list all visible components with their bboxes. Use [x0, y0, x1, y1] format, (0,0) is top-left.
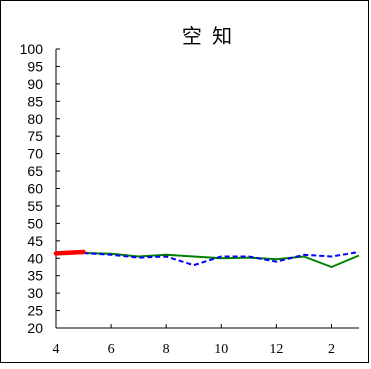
series-line-2 [83, 251, 360, 267]
axes [55, 49, 359, 329]
y-tick-label: 95 [27, 58, 43, 74]
x-tick-label: 12 [269, 342, 283, 357]
y-tick-label: 100 [20, 41, 44, 57]
x-tick-label: 2 [328, 342, 335, 357]
chart-frame: 空 知 20 25 30 35 40 45 50 55 60 65 70 75 80 85 90 95 100 … [0, 0, 369, 363]
y-tick-label: 80 [27, 111, 43, 127]
y-tick-label: 45 [27, 233, 43, 249]
series-line-3 [53, 249, 86, 256]
x-tick-label: 4 [53, 342, 60, 357]
y-tick-label: 70 [27, 146, 43, 162]
line-chart: 空 知 20253035404550556065707580859095100 … [20, 24, 360, 357]
y-tick-label: 50 [27, 215, 43, 231]
y-tick-label: 55 [27, 198, 43, 214]
x-tick-label: 8 [163, 342, 170, 357]
series-line-1 [83, 252, 360, 268]
chart-title: 空 知 [182, 24, 234, 48]
y-tick-label: 75 [27, 128, 43, 144]
y-tick-label: 30 [27, 285, 43, 301]
y-tick-label: 20 [27, 320, 43, 336]
x-tick-label: 6 [108, 342, 115, 357]
y-tick-label: 65 [27, 163, 43, 179]
x-tick-label: 10 [214, 342, 228, 357]
y-tick-label: 85 [27, 93, 43, 109]
y-tick-label: 60 [27, 181, 43, 197]
y-tick-label: 90 [27, 76, 43, 92]
y-tick-label: 40 [27, 250, 43, 266]
x-axis-ticks: 4 6 8 10 12 2 [53, 324, 335, 357]
y-tick-label: 35 [27, 268, 43, 284]
y-tick-label: 25 [27, 303, 43, 319]
series-group [53, 249, 360, 268]
